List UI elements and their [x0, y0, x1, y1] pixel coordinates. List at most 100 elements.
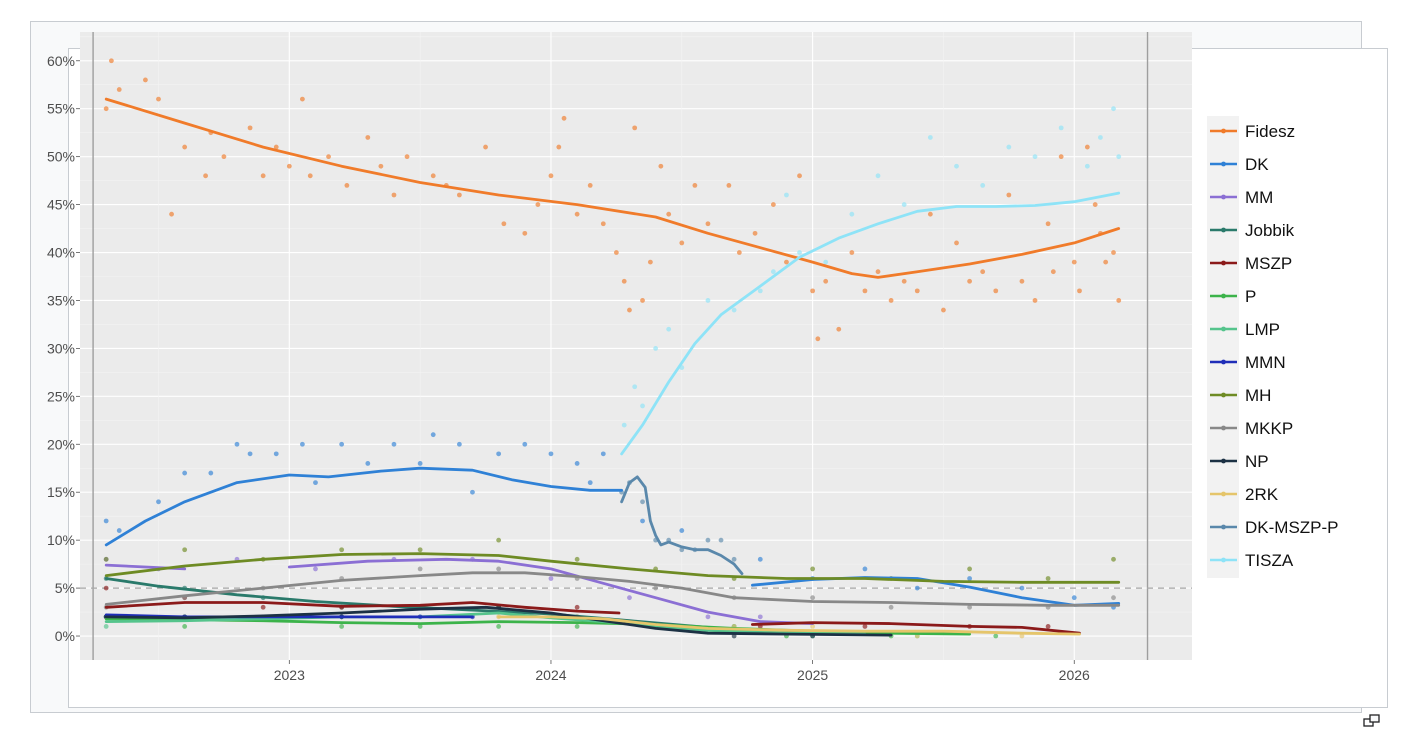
expand-icon[interactable] — [1363, 714, 1381, 728]
x-tick-label: 2025 — [797, 667, 828, 683]
point-p — [417, 624, 423, 629]
point-fidesz — [247, 125, 253, 131]
point-mszp — [574, 604, 580, 610]
x-tick-label: 2023 — [274, 667, 305, 683]
point-tisza — [1058, 125, 1064, 131]
point-tisza — [849, 211, 855, 217]
y-tick-label: 25% — [47, 388, 75, 404]
trend-dk-mszp-p — [620, 475, 744, 576]
point-dk — [116, 528, 122, 533]
point-fidesz — [632, 125, 638, 131]
point-mh — [810, 566, 816, 572]
point-fidesz — [344, 183, 350, 188]
point-mkkp — [888, 604, 894, 610]
point-tisza — [1084, 163, 1090, 169]
trend-fidesz — [104, 97, 1121, 279]
legend-swatch-dot — [1221, 425, 1226, 431]
point-fidesz — [156, 96, 161, 102]
point-mh — [417, 547, 423, 553]
point-dk — [496, 451, 502, 457]
point-fidesz — [1058, 154, 1064, 160]
point-fidesz — [888, 298, 894, 303]
point-fidesz — [784, 259, 789, 265]
point-dk — [967, 576, 972, 581]
point-dk — [365, 461, 371, 466]
point-fidesz — [556, 144, 562, 150]
y-tick-label: 45% — [47, 197, 75, 213]
point-fidesz — [116, 87, 122, 92]
point-dk — [103, 518, 109, 524]
legend-label-mmn: MMN — [1245, 353, 1286, 372]
legend-label-p: P — [1245, 287, 1256, 306]
point-dk — [640, 518, 645, 524]
legend-label-dk: DK — [1245, 155, 1269, 174]
point-tisza — [1116, 154, 1122, 160]
point-mszp — [1045, 624, 1051, 629]
point-fidesz — [647, 259, 653, 265]
legend-swatch-dot — [1221, 227, 1226, 233]
point-p — [993, 633, 999, 639]
point-tisza — [980, 183, 986, 188]
point-fidesz — [862, 288, 868, 294]
point-tisza — [705, 298, 711, 303]
legend-label-mszp: MSZP — [1245, 254, 1292, 273]
legend-label-fidesz: Fidesz — [1245, 122, 1295, 141]
point-fidesz — [522, 230, 528, 236]
point-tisza — [954, 163, 959, 169]
point-fidesz — [404, 154, 410, 160]
legend-label-tisza: TISZA — [1245, 551, 1294, 570]
trend-np — [104, 605, 893, 637]
point-fidesz — [1071, 259, 1077, 265]
point-fidesz — [1045, 221, 1051, 227]
y-tick-label: 5% — [55, 580, 75, 596]
point-dk — [757, 556, 763, 562]
point-mkkp — [967, 604, 972, 610]
legend-label-dk-mszp-p: DK-MSZP-P — [1245, 518, 1339, 537]
point-fidesz — [815, 336, 821, 342]
legend-swatch-dot — [1221, 194, 1226, 200]
point-fidesz — [1032, 298, 1038, 303]
point-dk-mszp-p — [731, 556, 737, 562]
legend-label-jobbik: Jobbik — [1245, 221, 1295, 240]
point-fidesz — [901, 278, 907, 284]
point-fidesz — [273, 144, 279, 150]
point-fidesz — [666, 211, 672, 217]
point-dk — [548, 451, 554, 457]
plot-background — [80, 32, 1192, 660]
legend-swatch-dot — [1221, 128, 1226, 134]
point-dk — [600, 451, 606, 457]
y-tick-label: 20% — [47, 436, 75, 452]
point-fidesz — [1019, 278, 1025, 284]
point-2rk — [810, 624, 816, 629]
point-tisza — [875, 173, 881, 179]
point-p — [574, 624, 580, 629]
point-fidesz — [1092, 202, 1098, 207]
point-fidesz — [823, 278, 829, 284]
point-tisza — [621, 422, 627, 428]
point-mszp — [103, 585, 109, 591]
point-dk — [300, 441, 305, 447]
point-mm — [757, 614, 763, 620]
y-tick-label: 50% — [47, 149, 75, 165]
legend-label-mm: MM — [1245, 188, 1273, 207]
point-dk — [587, 480, 593, 486]
point-mszp — [862, 624, 868, 629]
point-dk — [273, 451, 279, 457]
y-tick-label: 55% — [47, 101, 75, 117]
point-fidesz — [613, 250, 619, 255]
point-fidesz — [561, 115, 567, 121]
point-fidesz — [770, 202, 776, 207]
point-fidesz — [679, 240, 685, 246]
point-dk — [679, 528, 685, 533]
point-fidesz — [810, 288, 816, 294]
point-dk — [182, 470, 188, 476]
x-tick-label: 2026 — [1059, 667, 1090, 683]
point-mkkp — [496, 566, 502, 572]
point-fidesz — [1077, 288, 1082, 294]
point-fidesz — [1006, 192, 1012, 198]
point-mkkp — [653, 585, 659, 591]
point-tisza — [797, 250, 802, 255]
trend-lmp — [104, 611, 867, 636]
point-fidesz — [300, 96, 305, 102]
